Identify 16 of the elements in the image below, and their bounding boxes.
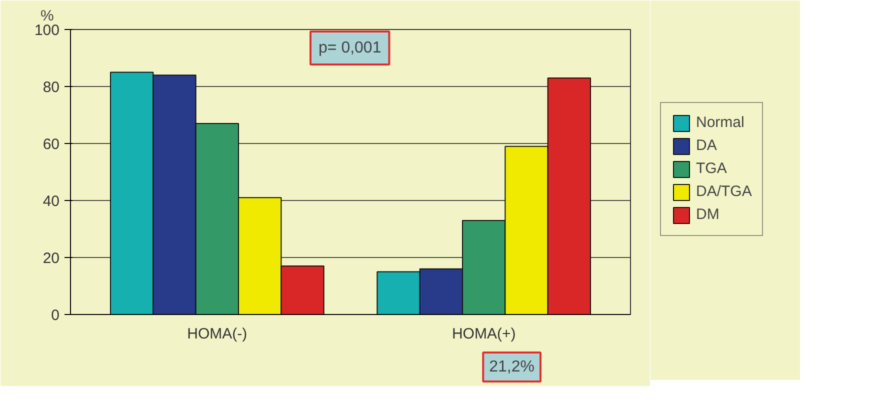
y-tick-label: 60 (42, 136, 60, 153)
annotation: p= 0,001 (318, 40, 382, 56)
text: 21,2% (489, 358, 535, 376)
legend-label: Normal (696, 114, 744, 131)
y-tick-label: 0 (51, 307, 60, 324)
legend-label: DA/TGA (696, 183, 752, 200)
y-tick-label: 20 (42, 250, 60, 267)
x-tick-label: HOMA(-) (187, 326, 248, 342)
legend-label: DA (696, 137, 717, 154)
y-tick-label: 100 (34, 22, 60, 39)
y-axis-title: % (40, 8, 54, 24)
legend-label: TGA (696, 160, 727, 177)
y-tick-label: 80 (42, 79, 60, 96)
y-tick-label: 40 (42, 193, 60, 210)
legend-label: DM (696, 206, 720, 223)
x-tick-label: HOMA(+) (452, 326, 516, 342)
